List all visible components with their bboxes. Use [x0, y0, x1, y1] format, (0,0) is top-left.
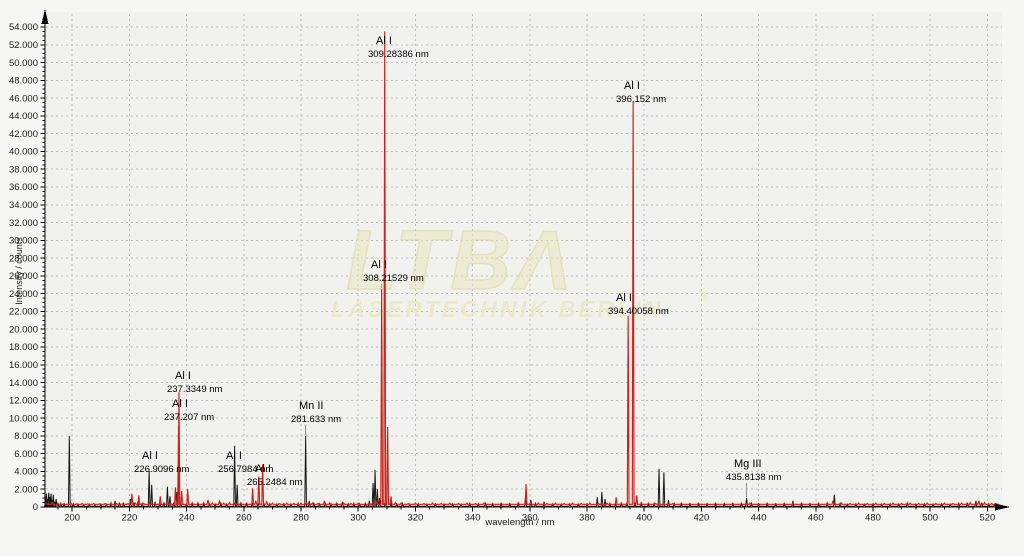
svg-text:Al I: Al I: [142, 450, 158, 462]
svg-text:14.000: 14.000: [9, 378, 38, 389]
svg-text:Al I: Al I: [624, 80, 640, 92]
peak-annotation: Al I 237.207 nm: [164, 398, 214, 425]
x-axis-title: wavelength / nm: [485, 517, 555, 528]
tick-marks: [40, 26, 988, 512]
svg-text:34.000: 34.000: [9, 200, 38, 211]
svg-text:Al I: Al I: [175, 370, 191, 382]
svg-text:400: 400: [636, 513, 652, 524]
svg-text:Al I: Al I: [376, 35, 392, 47]
svg-text:40.000: 40.000: [9, 147, 38, 158]
grid: [46, 14, 1002, 506]
svg-text:54.000: 54.000: [9, 22, 38, 33]
svg-text:44.000: 44.000: [9, 111, 38, 122]
svg-text:10.000: 10.000: [9, 413, 38, 424]
svg-text:46.000: 46.000: [9, 93, 38, 104]
svg-text:Al I: Al I: [255, 463, 271, 475]
svg-text:394.40058 nm: 394.40058 nm: [608, 306, 669, 317]
svg-text:360: 360: [522, 513, 538, 524]
peak-annotation: Al I 308.21529 nm: [363, 259, 424, 289]
peak-annotation: Al I 309.28386 nm: [368, 35, 429, 60]
svg-text:435.8138 nm: 435.8138 nm: [726, 472, 782, 483]
svg-text:308.21529 nm: 308.21529 nm: [363, 273, 424, 284]
x-axis-arrow: [995, 503, 1010, 511]
svg-text:26.000: 26.000: [9, 271, 38, 282]
svg-text:38.000: 38.000: [9, 164, 38, 175]
peak-annotation: Al I 237.3349 nm: [167, 370, 223, 395]
watermark-subtitle: LASERTECHNIK BERLIN: [331, 296, 664, 322]
svg-text:8.000: 8.000: [14, 431, 38, 442]
svg-text:320: 320: [407, 513, 423, 524]
svg-text:Mn II: Mn II: [299, 400, 323, 412]
svg-text:500: 500: [922, 513, 938, 524]
svg-text:460: 460: [808, 513, 824, 524]
peak-annotation: Al I 396.152 nm: [616, 80, 666, 105]
svg-text:32.000: 32.000: [9, 218, 38, 229]
svg-text:Al I: Al I: [371, 259, 387, 271]
reference-spectrum-red: [45, 31, 999, 505]
svg-text:4.000: 4.000: [14, 467, 38, 478]
svg-text:440: 440: [751, 513, 767, 524]
plot-area: [45, 12, 1002, 507]
svg-text:281.633 nm: 281.633 nm: [291, 414, 341, 425]
svg-text:340: 340: [465, 513, 481, 524]
svg-text:48.000: 48.000: [9, 76, 38, 87]
y-axis-title: Intensity / counts: [14, 237, 24, 305]
svg-text:396.152 nm: 396.152 nm: [616, 94, 666, 105]
svg-text:226.9096 nm: 226.9096 nm: [134, 464, 190, 475]
peak-annotation: Mg III 435.8138 nm: [726, 458, 782, 498]
svg-text:309.28386 nm: 309.28386 nm: [368, 49, 429, 60]
svg-text:Al I: Al I: [172, 398, 188, 410]
svg-text:256.7984 nm: 256.7984 nm: [218, 464, 274, 475]
peak-annotation: Mn II 281.633 nm: [291, 400, 341, 435]
svg-text:36.000: 36.000: [9, 182, 38, 193]
svg-text:237.207 nm: 237.207 nm: [164, 412, 214, 423]
registered-mark: ®: [700, 291, 709, 303]
peak-annotation: Al I 265.2484 nm: [247, 463, 303, 488]
peak-annotation: Al I 226.9096 nm: [134, 450, 190, 475]
svg-text:42.000: 42.000: [9, 129, 38, 140]
svg-text:22.000: 22.000: [9, 307, 38, 318]
watermark-logo: LTBΛ: [346, 213, 575, 307]
svg-text:300: 300: [350, 513, 366, 524]
svg-text:237.3349 nm: 237.3349 nm: [167, 384, 223, 395]
svg-text:260: 260: [236, 513, 252, 524]
sample-spectrum-black: [44, 435, 999, 507]
svg-text:12.000: 12.000: [9, 396, 38, 407]
svg-text:Al I: Al I: [616, 292, 632, 304]
svg-text:2.000: 2.000: [14, 484, 38, 495]
svg-text:280: 280: [293, 513, 309, 524]
svg-text:265.2484 nm: 265.2484 nm: [247, 477, 303, 488]
svg-text:220: 220: [121, 513, 137, 524]
tick-labels: 0 2.000 4.000 6.000 8.000 10.000 12.000 14.000 1…: [9, 22, 995, 523]
svg-text:16.000: 16.000: [9, 360, 38, 371]
svg-text:28.000: 28.000: [9, 253, 38, 264]
svg-text:52.000: 52.000: [9, 40, 38, 51]
peak-annotations: Al I 309.28386 nm Al I 396.152 nm Al I 308.21…: [134, 35, 782, 498]
y-axis-arrow: [41, 9, 49, 24]
peak-annotation: Al I 394.40058 nm: [608, 292, 669, 317]
svg-text:200: 200: [64, 513, 80, 524]
svg-text:420: 420: [693, 513, 709, 524]
svg-text:18.000: 18.000: [9, 342, 38, 353]
svg-text:Al I: Al I: [226, 450, 242, 462]
svg-text:380: 380: [579, 513, 595, 524]
svg-text:240: 240: [179, 513, 195, 524]
svg-text:50.000: 50.000: [9, 58, 38, 69]
svg-text:0: 0: [33, 502, 38, 513]
svg-text:6.000: 6.000: [14, 449, 38, 460]
svg-text:Mg III: Mg III: [734, 458, 762, 470]
svg-text:30.000: 30.000: [9, 236, 38, 247]
svg-text:20.000: 20.000: [9, 324, 38, 335]
svg-text:520: 520: [979, 513, 995, 524]
svg-text:24.000: 24.000: [9, 289, 38, 300]
svg-text:480: 480: [865, 513, 881, 524]
